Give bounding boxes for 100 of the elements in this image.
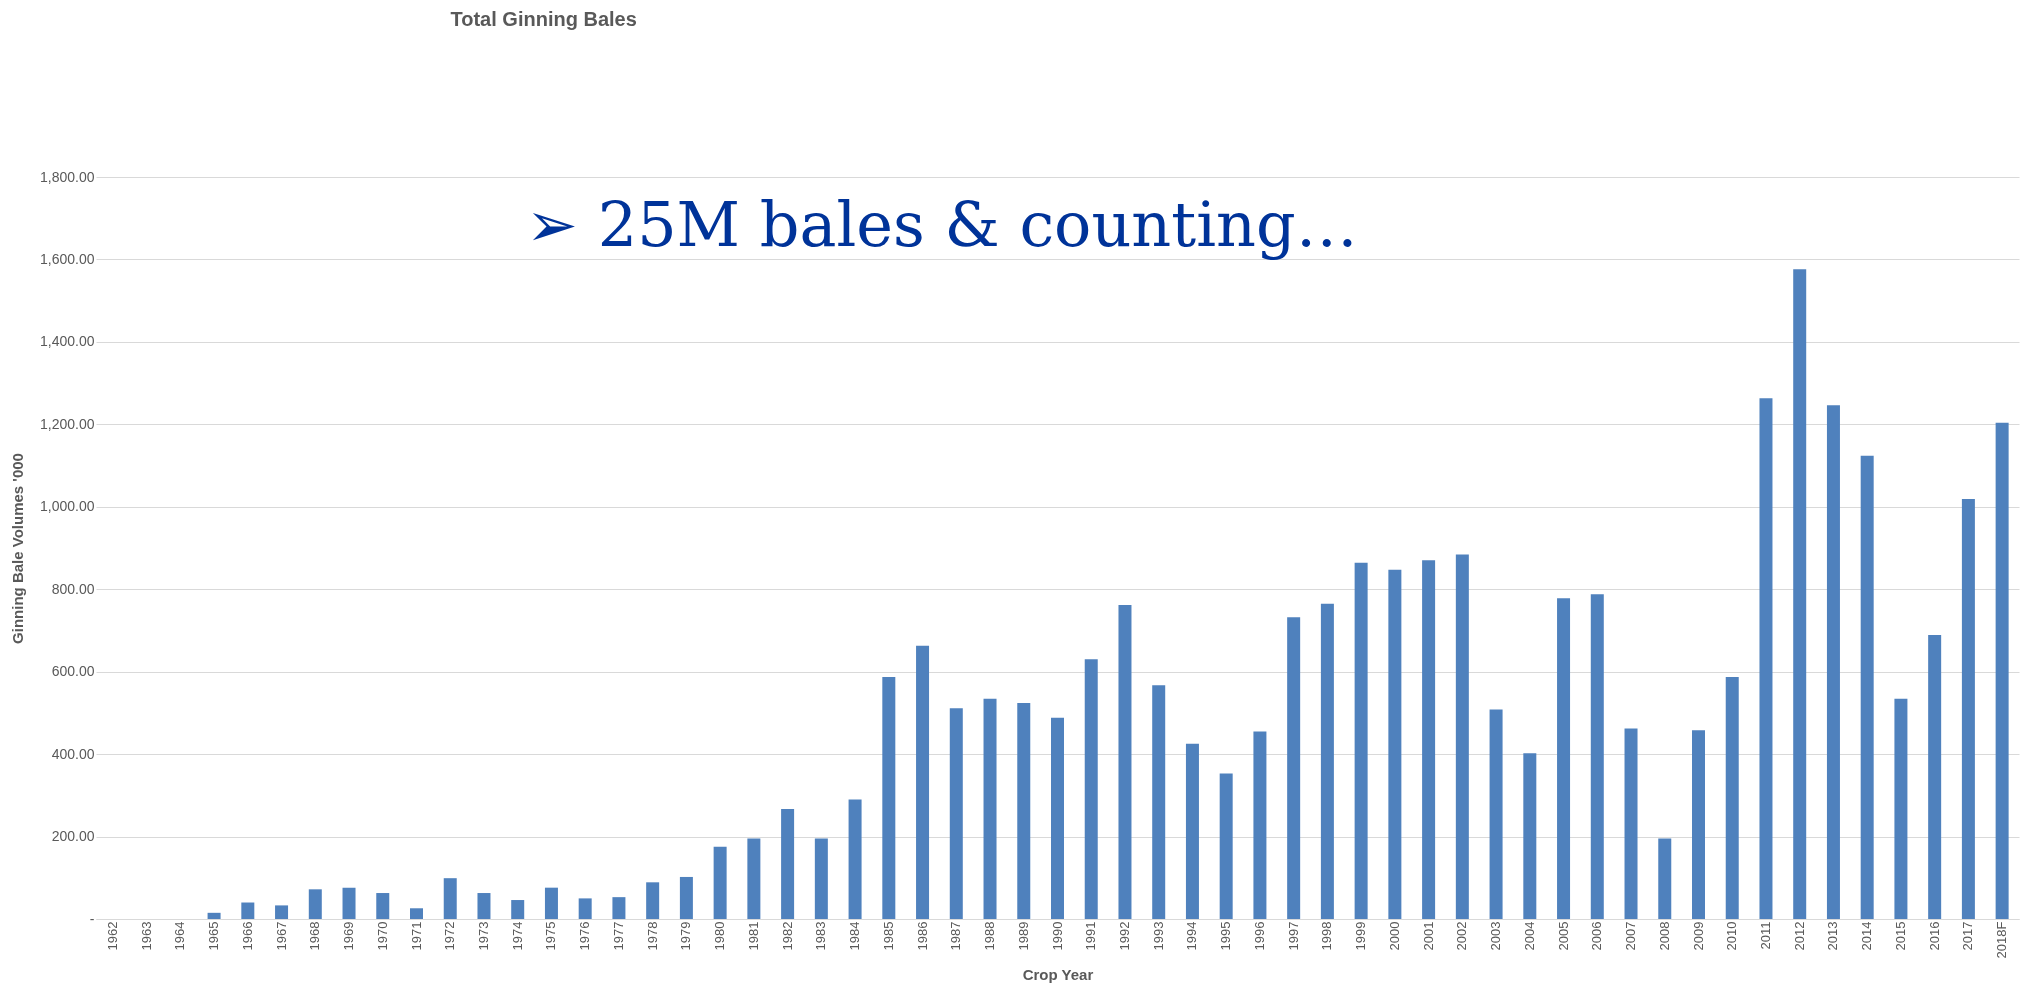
x-tick-label: 2010	[1724, 921, 1740, 951]
x-tick-label: 2011	[1757, 921, 1773, 950]
x-tick-label: 1984	[847, 921, 863, 951]
bar	[949, 708, 963, 919]
x-tick-label: 1990	[1049, 921, 1065, 951]
y-tick-label: 1,000.00	[40, 498, 95, 515]
x-tick-label: 1972	[442, 921, 458, 951]
bar	[1523, 753, 1537, 919]
bar	[882, 677, 896, 919]
x-tick-label: 1993	[1150, 921, 1166, 951]
y-tick-label: 200.00	[51, 828, 95, 845]
bar	[1624, 728, 1638, 919]
x-tick-label: 1979	[678, 921, 694, 951]
x-tick-label: 2000	[1386, 921, 1402, 951]
bar	[1219, 773, 1233, 919]
y-tick-label: 1,200.00	[40, 415, 95, 432]
bar	[1961, 498, 1975, 919]
x-tick-label: 2007	[1623, 921, 1639, 951]
x-tick-label: 2009	[1690, 921, 1706, 951]
bar	[1759, 398, 1773, 919]
bar	[747, 838, 761, 919]
bar	[1320, 603, 1334, 919]
x-tick-label: 1963	[138, 921, 154, 951]
y-tick-label: 600.00	[51, 663, 95, 680]
bar	[1084, 659, 1098, 919]
bar	[477, 893, 491, 919]
bar	[1489, 709, 1503, 919]
bar	[1995, 422, 2009, 919]
x-tick-label: 1971	[408, 921, 424, 951]
x-tick-label: 2004	[1521, 921, 1537, 951]
x-tick-label: 2008	[1656, 921, 1672, 951]
x-tick-label: 2014	[1859, 921, 1875, 951]
bar	[578, 898, 592, 919]
x-tick-label: 1968	[307, 921, 323, 951]
bar	[1185, 743, 1199, 919]
bar	[646, 882, 660, 919]
bar	[1692, 730, 1705, 919]
x-tick-label: 1995	[1218, 921, 1234, 951]
bar	[612, 897, 626, 919]
y-tick-label: 800.00	[51, 580, 95, 597]
x-tick-label: 1969	[341, 921, 357, 951]
x-tick-label: 1980	[712, 921, 728, 951]
x-tick-label: 2005	[1555, 921, 1571, 951]
x-tick-label: 1994	[1184, 921, 1200, 951]
bar	[511, 900, 525, 919]
x-tick-label: 1986	[914, 921, 930, 951]
y-tick-label: 1,600.00	[40, 250, 95, 267]
bar	[1725, 677, 1739, 919]
x-tick-label: 2015	[1892, 921, 1908, 951]
x-tick-label: 2001	[1420, 921, 1436, 951]
bar	[241, 902, 255, 919]
bar	[916, 645, 930, 919]
x-tick-label: 1982	[779, 921, 795, 951]
bar	[275, 905, 289, 919]
x-tick-label: 1985	[880, 921, 896, 951]
bar	[443, 878, 457, 919]
bar	[1793, 269, 1807, 919]
x-tick-label: 1978	[644, 921, 660, 951]
x-tick-label: 1987	[948, 921, 964, 951]
bar	[679, 876, 693, 919]
y-tick-label: 1,800.00	[40, 168, 95, 185]
bar	[1017, 703, 1031, 919]
x-tick-label: 1999	[1353, 921, 1369, 951]
annotation: ➢ 25M bales & counting…	[526, 188, 1358, 261]
bar	[1826, 405, 1840, 919]
bar	[1422, 560, 1436, 919]
bar	[1455, 554, 1469, 919]
bar	[848, 799, 862, 919]
bar	[814, 838, 828, 919]
x-tick-label: 1962	[104, 921, 120, 951]
x-tick-label: 2012	[1791, 921, 1807, 951]
x-tick-label: 1966	[239, 921, 255, 951]
bar	[1658, 838, 1672, 919]
x-tick-label: 1988	[982, 921, 998, 951]
bar	[781, 808, 795, 919]
bar	[1860, 455, 1874, 919]
x-tick-label: 1989	[1015, 921, 1031, 951]
bar	[376, 893, 390, 919]
x-tick-label: 1974	[509, 921, 525, 951]
bar	[1152, 685, 1166, 919]
x-tick-label: 1998	[1319, 921, 1335, 951]
x-tick-label: 1981	[745, 921, 761, 951]
chart-title: Total Ginning Bales	[450, 8, 637, 30]
bar	[1928, 634, 1942, 919]
x-tick-label: 1967	[273, 921, 289, 951]
x-tick-label: 2006	[1589, 921, 1605, 951]
bar	[410, 908, 423, 919]
bar	[1253, 731, 1267, 919]
x-tick-label: 1977	[610, 921, 626, 951]
y-tick-label: 400.00	[51, 745, 95, 762]
x-tick-label: 1964	[172, 921, 188, 951]
x-tick-label: 1973	[475, 921, 491, 951]
bar	[1354, 562, 1368, 919]
bar	[1388, 569, 1402, 919]
bar	[207, 912, 221, 919]
bar	[1118, 604, 1132, 919]
bar	[1557, 598, 1571, 919]
x-tick-label: 1970	[374, 921, 390, 951]
bar	[308, 889, 322, 919]
bar	[342, 887, 356, 919]
